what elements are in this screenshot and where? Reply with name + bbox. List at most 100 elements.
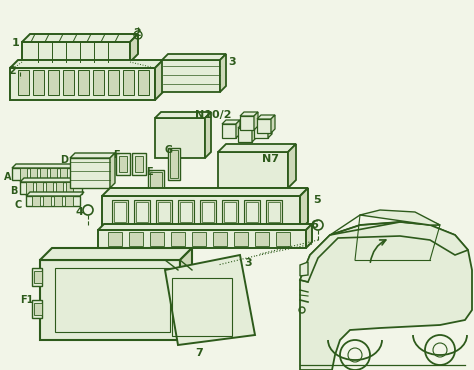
Polygon shape <box>70 153 115 158</box>
Text: 1: 1 <box>12 38 20 48</box>
Bar <box>276 232 290 246</box>
Bar <box>136 202 148 222</box>
Bar <box>222 200 238 224</box>
Polygon shape <box>236 120 240 138</box>
Text: 7: 7 <box>195 348 203 358</box>
Polygon shape <box>257 119 271 133</box>
Bar <box>123 70 134 95</box>
Polygon shape <box>238 124 256 128</box>
Bar <box>244 200 260 224</box>
Polygon shape <box>300 222 472 370</box>
Text: F1: F1 <box>20 295 33 305</box>
Polygon shape <box>288 144 296 188</box>
Polygon shape <box>300 262 308 276</box>
Bar <box>138 70 149 95</box>
Bar <box>116 153 130 175</box>
Bar <box>65 196 73 206</box>
Text: N7: N7 <box>262 154 279 164</box>
Polygon shape <box>252 124 256 142</box>
Bar <box>150 172 162 188</box>
Text: 4: 4 <box>76 207 84 217</box>
Polygon shape <box>10 60 163 68</box>
Bar <box>93 70 104 95</box>
Bar <box>36 182 43 194</box>
Polygon shape <box>32 300 42 318</box>
Polygon shape <box>165 255 255 345</box>
Polygon shape <box>12 168 72 180</box>
Polygon shape <box>70 158 110 188</box>
Polygon shape <box>155 118 205 158</box>
Text: 6: 6 <box>310 220 318 230</box>
Bar <box>46 182 53 194</box>
Bar <box>200 200 216 224</box>
Polygon shape <box>222 124 236 138</box>
Bar <box>66 182 73 194</box>
Text: A: A <box>4 172 11 182</box>
Bar <box>255 232 269 246</box>
Polygon shape <box>205 112 211 158</box>
Bar <box>78 70 89 95</box>
Bar <box>170 150 178 178</box>
Bar <box>34 303 42 315</box>
Bar <box>63 70 74 95</box>
Polygon shape <box>257 115 275 119</box>
Polygon shape <box>254 120 272 124</box>
Bar <box>26 182 33 194</box>
Text: D: D <box>60 155 68 165</box>
Bar <box>32 196 40 206</box>
Bar <box>40 168 47 180</box>
Bar <box>158 202 170 222</box>
Bar <box>171 232 185 246</box>
Polygon shape <box>40 248 192 260</box>
Polygon shape <box>271 115 275 133</box>
Bar <box>172 278 232 336</box>
Bar <box>33 70 44 95</box>
Polygon shape <box>26 196 80 206</box>
Polygon shape <box>254 124 268 138</box>
Bar <box>34 271 42 283</box>
Text: 5: 5 <box>313 195 320 205</box>
Bar <box>178 200 194 224</box>
Polygon shape <box>10 68 155 100</box>
Polygon shape <box>254 112 258 130</box>
Polygon shape <box>218 152 288 188</box>
Bar <box>54 196 62 206</box>
Polygon shape <box>240 116 254 130</box>
Polygon shape <box>155 60 163 100</box>
Polygon shape <box>238 128 252 142</box>
Bar <box>20 168 27 180</box>
Bar <box>56 182 63 194</box>
Bar <box>266 200 282 224</box>
Polygon shape <box>220 54 226 92</box>
Polygon shape <box>102 188 308 196</box>
Polygon shape <box>300 188 308 230</box>
Bar <box>246 202 258 222</box>
Bar <box>129 232 143 246</box>
Polygon shape <box>155 112 211 118</box>
Bar <box>234 232 248 246</box>
Bar <box>132 153 146 175</box>
Polygon shape <box>268 120 272 138</box>
Bar <box>202 202 214 222</box>
Polygon shape <box>180 248 192 340</box>
Text: C: C <box>14 200 21 210</box>
Text: B: B <box>10 186 18 196</box>
Polygon shape <box>12 164 76 168</box>
Polygon shape <box>20 182 82 194</box>
Bar <box>30 168 37 180</box>
Polygon shape <box>162 54 226 60</box>
Bar <box>108 232 122 246</box>
Polygon shape <box>130 34 138 62</box>
Polygon shape <box>40 260 180 340</box>
Polygon shape <box>22 34 138 42</box>
Bar <box>213 232 227 246</box>
Polygon shape <box>222 120 240 124</box>
Polygon shape <box>32 268 42 286</box>
Polygon shape <box>240 112 258 116</box>
Bar <box>150 232 164 246</box>
Text: N10/2: N10/2 <box>195 110 231 120</box>
Text: 2: 2 <box>8 66 16 76</box>
Bar <box>55 268 170 332</box>
Bar <box>50 168 57 180</box>
Polygon shape <box>20 178 86 182</box>
